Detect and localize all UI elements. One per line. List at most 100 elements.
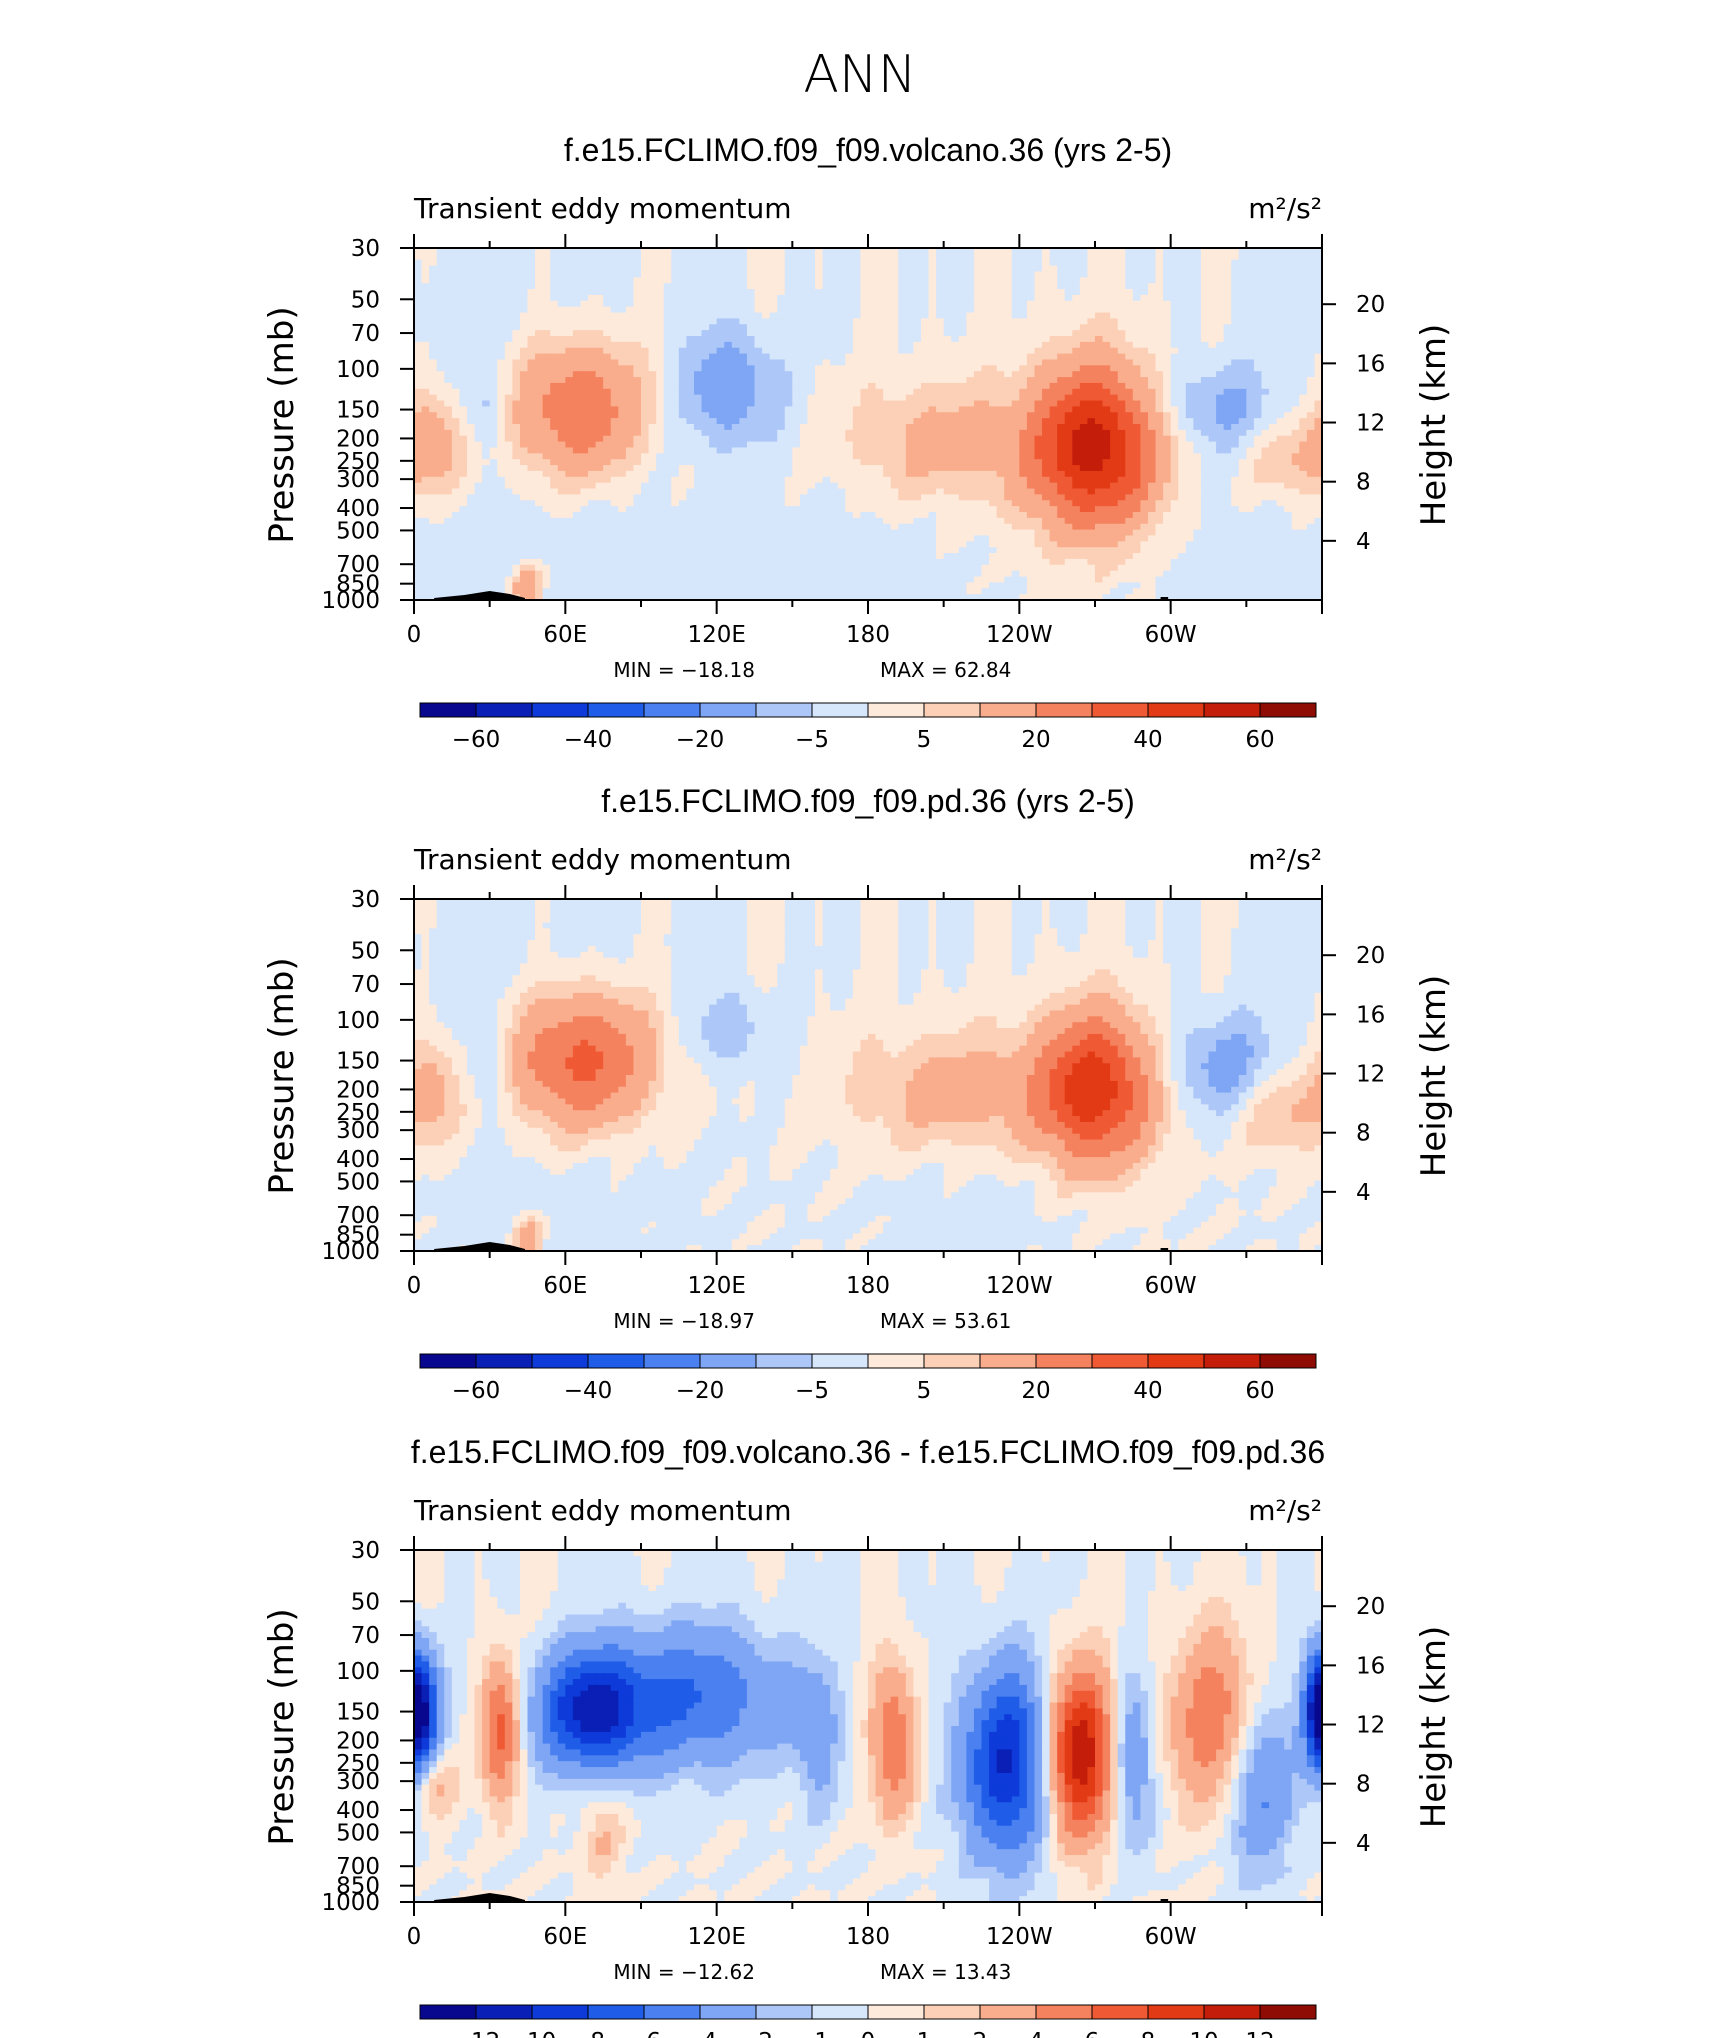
contour-cell bbox=[467, 442, 475, 448]
contour-cell bbox=[633, 348, 641, 354]
contour-cell bbox=[588, 289, 596, 295]
contour-cell bbox=[959, 389, 967, 395]
contour-cell bbox=[921, 430, 929, 436]
contour-cell bbox=[1072, 418, 1080, 424]
contour-cell bbox=[868, 295, 876, 301]
contour-cell bbox=[1163, 254, 1171, 260]
contour-cell bbox=[535, 266, 543, 272]
contour-cell bbox=[853, 348, 861, 354]
contour-cell bbox=[1292, 377, 1300, 383]
contour-cell bbox=[717, 318, 725, 324]
contour-cell bbox=[747, 271, 755, 277]
contour-cell bbox=[414, 442, 422, 448]
contour-cell bbox=[1216, 324, 1224, 330]
contour-cell bbox=[936, 395, 944, 401]
contour-cell bbox=[1027, 277, 1035, 283]
contour-cell bbox=[1178, 442, 1186, 448]
contour-cell bbox=[1231, 289, 1239, 295]
contour-cell bbox=[792, 266, 800, 272]
contour-cell bbox=[974, 430, 982, 436]
contour-cell bbox=[770, 371, 778, 377]
contour-cell bbox=[807, 277, 815, 283]
contour-cell bbox=[1231, 377, 1239, 383]
contour-cell bbox=[1027, 412, 1035, 418]
contour-cell bbox=[626, 307, 634, 313]
contour-cell bbox=[982, 371, 990, 377]
contour-cell bbox=[966, 313, 974, 319]
contour-cell bbox=[550, 266, 558, 272]
contour-cell bbox=[1148, 307, 1156, 313]
contour-cell bbox=[596, 313, 604, 319]
contour-cell bbox=[1095, 383, 1103, 389]
contour-cell bbox=[1209, 342, 1217, 348]
contour-cell bbox=[853, 383, 861, 389]
contour-cell bbox=[437, 436, 445, 442]
contour-cell bbox=[1087, 289, 1095, 295]
contour-cell bbox=[739, 377, 747, 383]
contour-cell bbox=[1254, 260, 1262, 266]
contour-cell bbox=[429, 336, 437, 342]
contour-cell bbox=[913, 442, 921, 448]
contour-cell bbox=[1178, 342, 1186, 348]
contour-cell bbox=[1277, 365, 1285, 371]
contour-cell bbox=[921, 313, 929, 319]
contour-cell bbox=[1201, 318, 1209, 324]
contour-cell bbox=[732, 365, 740, 371]
contour-cell bbox=[891, 418, 899, 424]
contour-cell bbox=[1133, 336, 1141, 342]
contour-cell bbox=[422, 447, 430, 453]
contour-cell bbox=[1299, 383, 1307, 389]
contour-cell bbox=[641, 430, 649, 436]
contour-cell bbox=[1125, 254, 1133, 260]
contour-cell bbox=[1186, 324, 1194, 330]
contour-cell bbox=[580, 295, 588, 301]
contour-cell bbox=[830, 377, 838, 383]
contour-cell bbox=[1148, 277, 1156, 283]
contour-cell bbox=[422, 442, 430, 448]
contour-cell bbox=[422, 271, 430, 277]
contour-cell bbox=[1284, 359, 1292, 365]
contour-cell bbox=[966, 277, 974, 283]
contour-cell bbox=[1027, 436, 1035, 442]
contour-cell bbox=[520, 442, 528, 448]
contour-cell bbox=[951, 260, 959, 266]
contour-cell bbox=[482, 406, 490, 412]
contour-cell bbox=[1125, 301, 1133, 307]
contour-cell bbox=[1224, 348, 1232, 354]
contour-cell bbox=[807, 389, 815, 395]
contour-cell bbox=[686, 383, 694, 389]
contour-cell bbox=[1178, 266, 1186, 272]
contour-cell bbox=[633, 406, 641, 412]
contour-cell bbox=[467, 371, 475, 377]
contour-cell bbox=[1072, 436, 1080, 442]
contour-cell bbox=[1019, 348, 1027, 354]
contour-cell bbox=[800, 324, 808, 330]
contour-cell bbox=[611, 395, 619, 401]
contour-cell bbox=[550, 389, 558, 395]
contour-cell bbox=[550, 283, 558, 289]
contour-cell bbox=[891, 348, 899, 354]
contour-cell bbox=[618, 447, 626, 453]
contour-cell bbox=[838, 307, 846, 313]
contour-cell bbox=[475, 401, 483, 407]
contour-cell bbox=[792, 277, 800, 283]
contour-cell bbox=[550, 295, 558, 301]
contour-cell bbox=[558, 389, 566, 395]
contour-cell bbox=[1269, 277, 1277, 283]
contour-cell bbox=[936, 254, 944, 260]
contour-cell bbox=[830, 371, 838, 377]
contour-cell bbox=[588, 383, 596, 389]
contour-cell bbox=[1216, 330, 1224, 336]
contour-cell bbox=[1027, 271, 1035, 277]
contour-cell bbox=[656, 271, 664, 277]
contour-cell bbox=[573, 447, 581, 453]
contour-cell bbox=[1118, 395, 1126, 401]
contour-cell bbox=[633, 330, 641, 336]
contour-cell bbox=[807, 371, 815, 377]
contour-cell bbox=[626, 442, 634, 448]
contour-cell bbox=[429, 447, 437, 453]
contour-cell bbox=[520, 377, 528, 383]
contour-cell bbox=[1080, 318, 1088, 324]
contour-cell bbox=[1269, 313, 1277, 319]
contour-cell bbox=[437, 430, 445, 436]
